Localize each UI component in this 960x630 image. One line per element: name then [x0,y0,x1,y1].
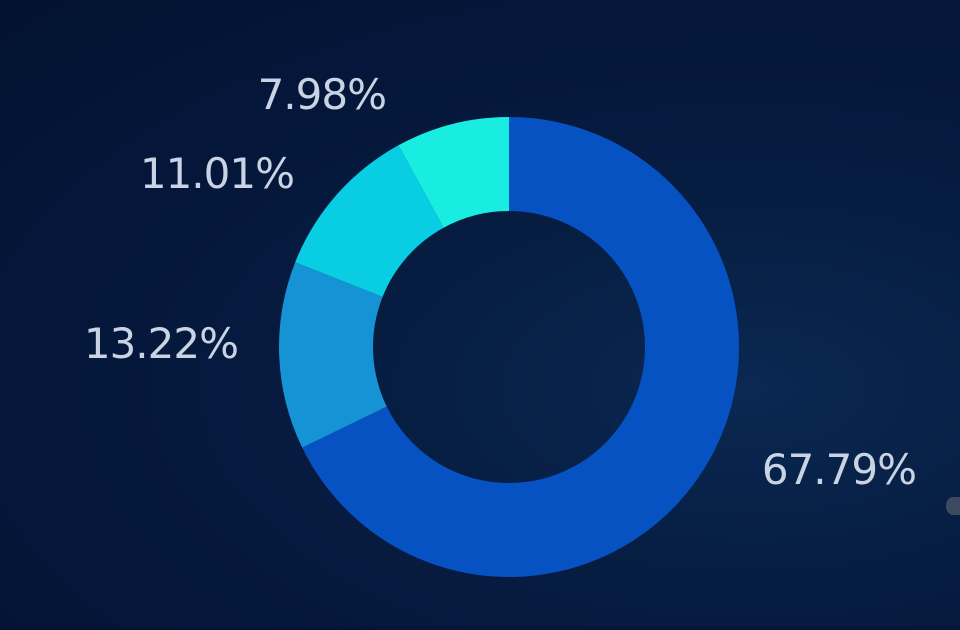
slice-label-3: 7.98% [258,70,386,119]
edge-marker [946,497,960,515]
donut-slice-2 [295,145,444,297]
donut-slice-1 [279,262,387,448]
donut-slice-3 [398,117,509,228]
donut-slice-0 [302,117,739,577]
slice-label-2: 11.01% [140,149,294,198]
labels-layer: 67.79% 13.22% 11.01% 7.98% [84,70,917,494]
slices-layer [279,117,739,577]
slice-label-0: 67.79% [762,445,916,494]
slice-label-1: 13.22% [84,319,238,368]
